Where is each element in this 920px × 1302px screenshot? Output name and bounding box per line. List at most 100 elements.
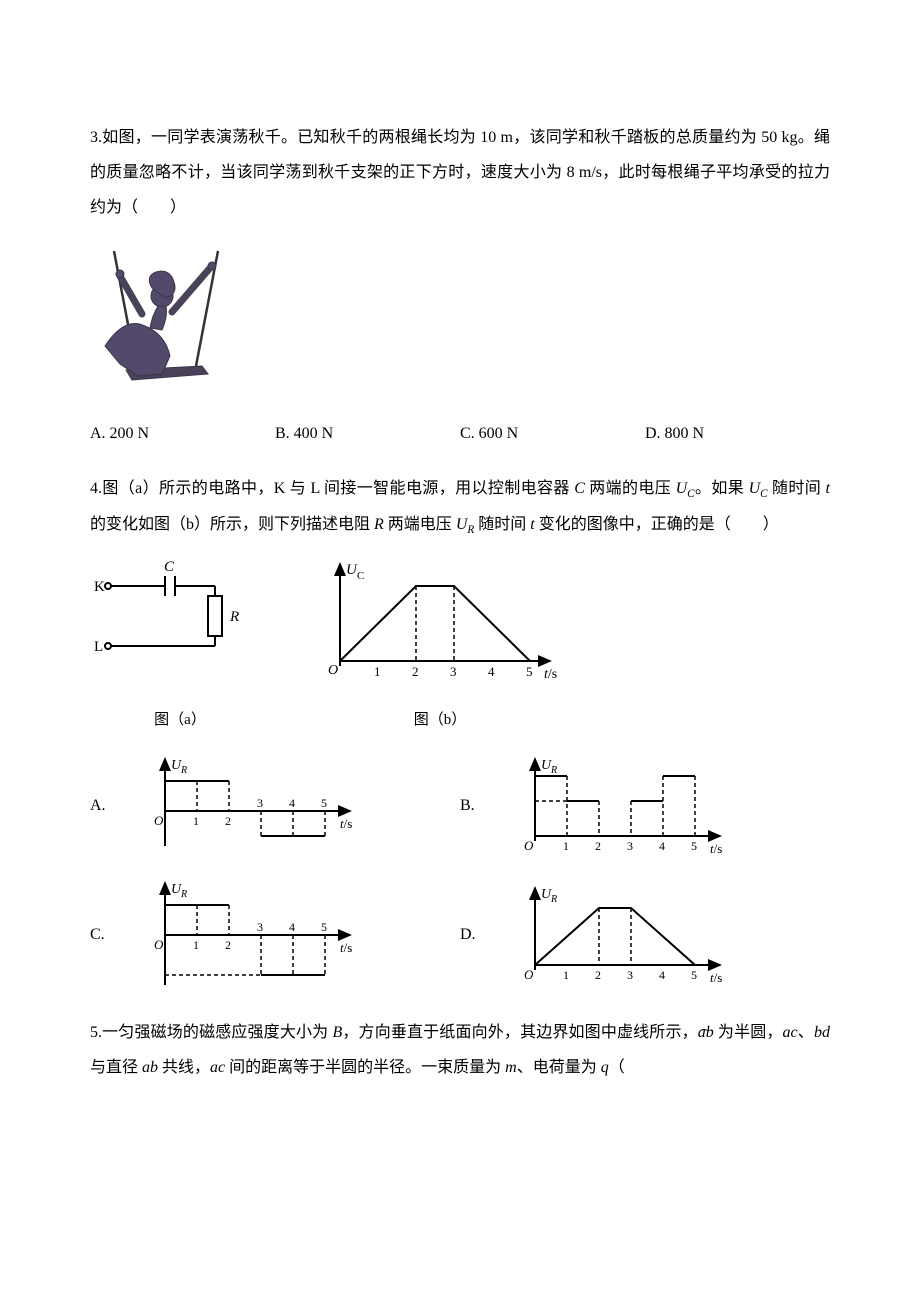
q4-t2: 两端的电压 (585, 480, 676, 497)
svg-text:1: 1 (193, 814, 199, 828)
svg-text:2: 2 (225, 814, 231, 828)
q5-bd: bd (814, 1024, 830, 1041)
q5-t8: 、电荷量为 (517, 1059, 601, 1076)
q3-choice-a[interactable]: A. 200 N (90, 416, 275, 451)
q3-choice-c[interactable]: C. 600 N (460, 416, 645, 451)
q5-t6: 共线， (158, 1059, 210, 1076)
q5-t4: 、 (798, 1024, 814, 1041)
q3-text: 3.如图，一同学表演荡秋千。已知秋千的两根绳长均为 10 m，该同学和秋千踏板的… (90, 120, 830, 226)
svg-text:O: O (154, 813, 164, 828)
svg-text:3: 3 (627, 968, 633, 982)
q4-d-label: D. (460, 917, 500, 952)
q5-t7: 间的距离等于半圆的半径。一束质量为 (225, 1059, 505, 1076)
q4-Uc2: U (749, 480, 761, 497)
svg-text:1: 1 (563, 839, 569, 853)
question-3: 3.如图，一同学表演荡秋千。已知秋千的两根绳长均为 10 m，该同学和秋千踏板的… (90, 120, 830, 451)
circuit-R: R (229, 609, 239, 625)
q4-figures: K L C R 图（a） (90, 556, 830, 736)
question-4: 4.图（a）所示的电路中，K 与 L 间接一智能电源，用以控制电容器 C 两端的… (90, 471, 830, 995)
q4-t4: 随时间 (768, 480, 826, 497)
svg-text:4: 4 (659, 968, 665, 982)
q4-t1: 4.图（a）所示的电路中，K 与 L 间接一智能电源，用以控制电容器 (90, 480, 574, 497)
svg-text:4: 4 (289, 796, 295, 810)
svg-text:3: 3 (450, 664, 457, 679)
svg-text:R: R (550, 765, 557, 776)
q4-graph-b: U C O 1 2 3 4 5 t/s 图（b） (310, 556, 570, 736)
graphb-caption: 图（b） (310, 704, 570, 737)
svg-text:1: 1 (193, 938, 199, 952)
circuit-caption: 图（a） (90, 704, 270, 737)
q5-ac: ac (783, 1024, 798, 1041)
q4-b-graph: UR O 12345 t/s (510, 751, 740, 861)
q4-c-label: C. (90, 917, 130, 952)
q5-t9: （ (609, 1059, 625, 1076)
q4-row-ab: A. UR O 12 (90, 751, 830, 861)
q4-opt-c[interactable]: C. UR (90, 875, 460, 995)
q3-figure (90, 246, 230, 396)
q5-t3: 为半圆， (714, 1024, 783, 1041)
svg-text:5: 5 (321, 796, 327, 810)
svg-text:5: 5 (691, 968, 697, 982)
svg-text:O: O (524, 838, 534, 853)
svg-text:3: 3 (257, 920, 263, 934)
q4-a-label: A. (90, 788, 130, 823)
q4-t6: 两端电压 (384, 516, 456, 533)
q5-text: 5.一匀强磁场的磁感应强度大小为 B，方向垂直于纸面向外，其边界如图中虚线所示，… (90, 1015, 830, 1085)
svg-text:O: O (524, 967, 534, 982)
q4-t3: 。如果 (695, 480, 749, 497)
svg-text:O: O (154, 937, 164, 952)
q5-B: B (332, 1024, 342, 1041)
svg-text:R: R (180, 889, 187, 900)
q3-choices: A. 200 N B. 400 N C. 600 N D. 800 N (90, 416, 830, 451)
circuit-K: K (94, 579, 105, 595)
q5-t5: 与直径 (90, 1059, 142, 1076)
svg-text:O: O (328, 663, 338, 678)
svg-text:2: 2 (412, 664, 419, 679)
q4-opt-a[interactable]: A. UR O 12 (90, 751, 460, 861)
svg-text:R: R (180, 765, 187, 776)
q4-Ucs2: C (760, 488, 767, 500)
svg-text:2: 2 (595, 839, 601, 853)
q4-opt-d[interactable]: D. UR O 12345 t/s (460, 880, 830, 990)
q4-b-label: B. (460, 788, 500, 823)
svg-text:5: 5 (691, 839, 697, 853)
q4-d-graph: UR O 12345 t/s (510, 880, 740, 990)
svg-text:C: C (357, 570, 364, 582)
svg-text:5: 5 (321, 920, 327, 934)
q5-q: q (601, 1059, 609, 1076)
q4-opt-b[interactable]: B. (460, 751, 830, 861)
q4-t8: 变化的图像中，正确的是（ ） (535, 516, 779, 533)
svg-text:t/s: t/s (544, 667, 557, 682)
q5-t2: ，方向垂直于纸面向外，其边界如图中虚线所示， (342, 1024, 698, 1041)
q4-circuit: K L C R 图（a） (90, 556, 270, 736)
q4-Ur: U (456, 516, 468, 533)
svg-text:t/s: t/s (710, 841, 722, 856)
svg-text:1: 1 (374, 664, 381, 679)
circuit-C: C (164, 559, 175, 575)
svg-text:R: R (550, 894, 557, 905)
q5-ac2: ac (210, 1059, 225, 1076)
q4-C: C (574, 480, 585, 497)
q4-text: 4.图（a）所示的电路中，K 与 L 间接一智能电源，用以控制电容器 C 两端的… (90, 471, 830, 543)
q3-choice-b[interactable]: B. 400 N (275, 416, 460, 451)
circuit-L: L (94, 639, 103, 655)
q5-m: m (505, 1059, 517, 1076)
q4-t7: 随时间 (474, 516, 530, 533)
q4-R: R (374, 516, 384, 533)
svg-text:4: 4 (289, 920, 295, 934)
svg-text:2: 2 (225, 938, 231, 952)
q5-ab: ab (142, 1059, 158, 1076)
q3-choice-d[interactable]: D. 800 N (645, 416, 830, 451)
svg-text:3: 3 (257, 796, 263, 810)
svg-text:3: 3 (627, 839, 633, 853)
q4-a-graph: UR O 12 345 t/s (140, 751, 370, 861)
svg-text:4: 4 (488, 664, 495, 679)
q4-Ucs: C (687, 488, 694, 500)
svg-text:4: 4 (659, 839, 665, 853)
q4-row-cd: C. UR (90, 875, 830, 995)
svg-text:1: 1 (563, 968, 569, 982)
svg-text:2: 2 (595, 968, 601, 982)
q4-Uc: U (676, 480, 688, 497)
q4-tvar: t (826, 480, 830, 497)
svg-text:t/s: t/s (340, 816, 352, 831)
